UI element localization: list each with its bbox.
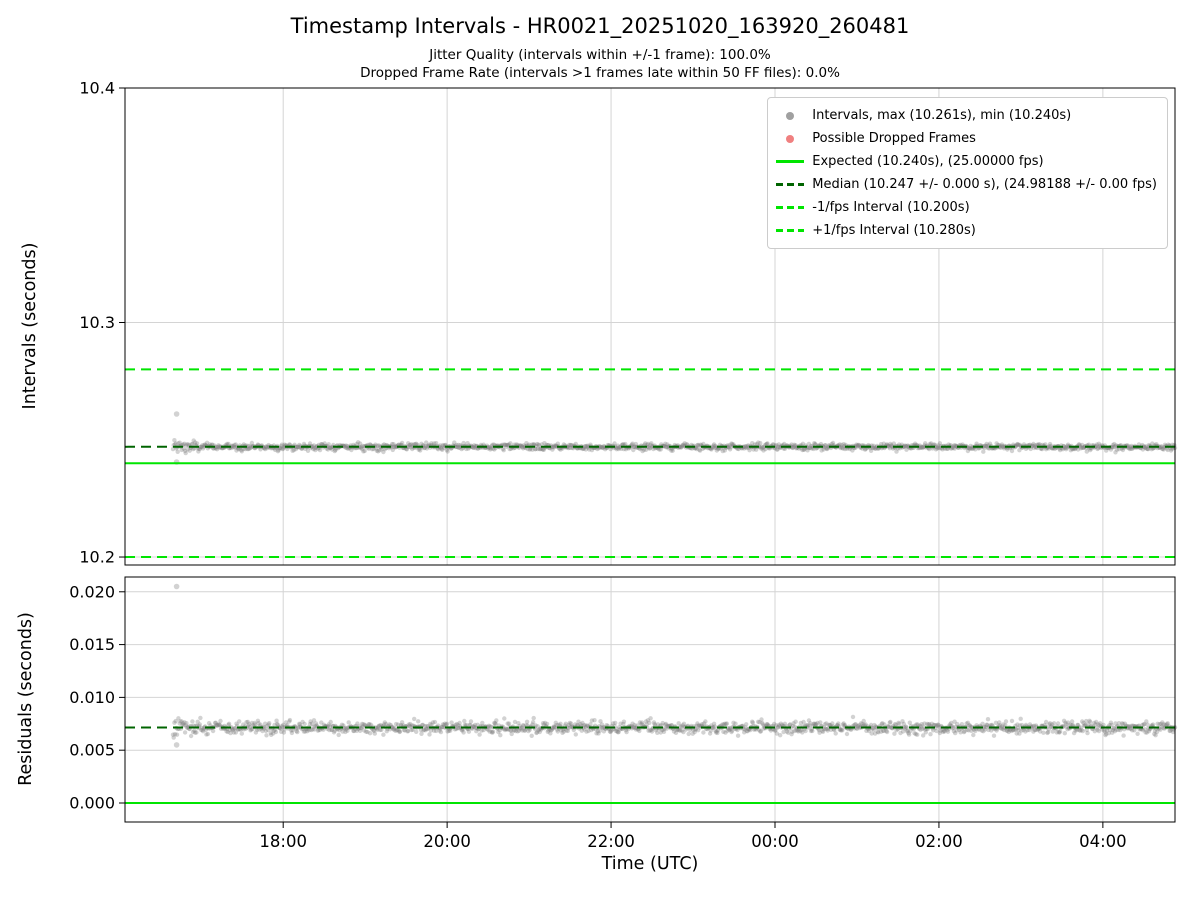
legend: Intervals, max (10.261s), min (10.240s) … [767, 97, 1168, 249]
scatter-residuals [170, 583, 1178, 748]
x-ticks: 18:00 20:00 22:00 00:00 02:00 04:00 [259, 822, 1127, 851]
axes-frame-residuals [124, 576, 1176, 823]
intervals-y-axis-label: Intervals (seconds) [20, 242, 40, 410]
legend-label: +1/fps Interval (10.280s) [812, 223, 976, 238]
svg-text:0.015: 0.015 [69, 635, 115, 654]
residuals-y-axis-label: Residuals (seconds) [16, 612, 36, 786]
legend-label: Intervals, max (10.261s), min (10.240s) [812, 108, 1072, 123]
legend-label: Median (10.247 +/- 0.000 s), (24.98188 +… [812, 177, 1157, 192]
legend-item-minus-1fps: -1/fps Interval (10.200s) [774, 196, 1157, 219]
legend-item-plus-1fps: +1/fps Interval (10.280s) [774, 219, 1157, 242]
dashed-green-line-marker-icon [774, 206, 806, 209]
svg-text:22:00: 22:00 [587, 832, 635, 851]
y-ticks-residuals: 0.000 0.005 0.010 0.015 0.020 [69, 582, 125, 812]
solid-green-line-marker-icon [774, 160, 806, 163]
svg-text:0.000: 0.000 [69, 793, 115, 812]
scatter-intervals [170, 411, 1178, 465]
svg-text:10.2: 10.2 [79, 548, 115, 567]
svg-text:10.3: 10.3 [79, 313, 115, 332]
svg-text:18:00: 18:00 [259, 832, 307, 851]
gray-dot-marker-icon [774, 111, 806, 120]
jitter-quality-subtitle: Jitter Quality (intervals within +/-1 fr… [429, 47, 771, 63]
axes-frame-intervals [124, 87, 1176, 566]
legend-item-intervals: Intervals, max (10.261s), min (10.240s) [774, 104, 1157, 127]
y-ticks-intervals: 10.2 10.3 10.4 [79, 79, 125, 567]
svg-text:0.010: 0.010 [69, 688, 115, 707]
red-dot-marker-icon [774, 134, 806, 143]
svg-text:20:00: 20:00 [423, 832, 471, 851]
legend-item-median: Median (10.247 +/- 0.000 s), (24.98188 +… [774, 173, 1157, 196]
svg-text:02:00: 02:00 [915, 832, 963, 851]
svg-text:10.4: 10.4 [79, 79, 115, 98]
svg-text:04:00: 04:00 [1079, 832, 1127, 851]
dashed-green-line-marker-icon [774, 229, 806, 232]
chart-title: Timestamp Intervals - HR0021_20251020_16… [290, 14, 910, 38]
legend-label: -1/fps Interval (10.200s) [812, 200, 970, 215]
svg-text:00:00: 00:00 [751, 832, 799, 851]
dropped-frame-rate-subtitle: Dropped Frame Rate (intervals >1 frames … [360, 65, 840, 81]
dashed-darkgreen-line-marker-icon [774, 183, 806, 186]
x-axis-label: Time (UTC) [601, 854, 699, 874]
legend-item-expected: Expected (10.240s), (25.00000 fps) [774, 150, 1157, 173]
svg-text:0.005: 0.005 [69, 741, 115, 760]
legend-item-dropped-frames: Possible Dropped Frames [774, 127, 1157, 150]
legend-label: Expected (10.240s), (25.00000 fps) [812, 154, 1044, 169]
svg-text:0.020: 0.020 [69, 582, 115, 601]
legend-label: Possible Dropped Frames [812, 131, 976, 146]
gridlines-residuals [125, 577, 1175, 822]
